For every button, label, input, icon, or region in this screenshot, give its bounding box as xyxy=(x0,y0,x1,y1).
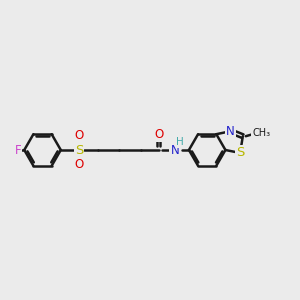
Text: H: H xyxy=(176,137,184,147)
Text: S: S xyxy=(75,143,83,157)
Text: F: F xyxy=(14,143,21,157)
Text: N: N xyxy=(170,143,179,157)
Text: O: O xyxy=(74,158,84,171)
Text: N: N xyxy=(226,125,235,138)
Text: CH₃: CH₃ xyxy=(252,128,270,138)
Text: S: S xyxy=(236,146,244,159)
Text: O: O xyxy=(74,129,84,142)
Text: O: O xyxy=(154,128,163,141)
